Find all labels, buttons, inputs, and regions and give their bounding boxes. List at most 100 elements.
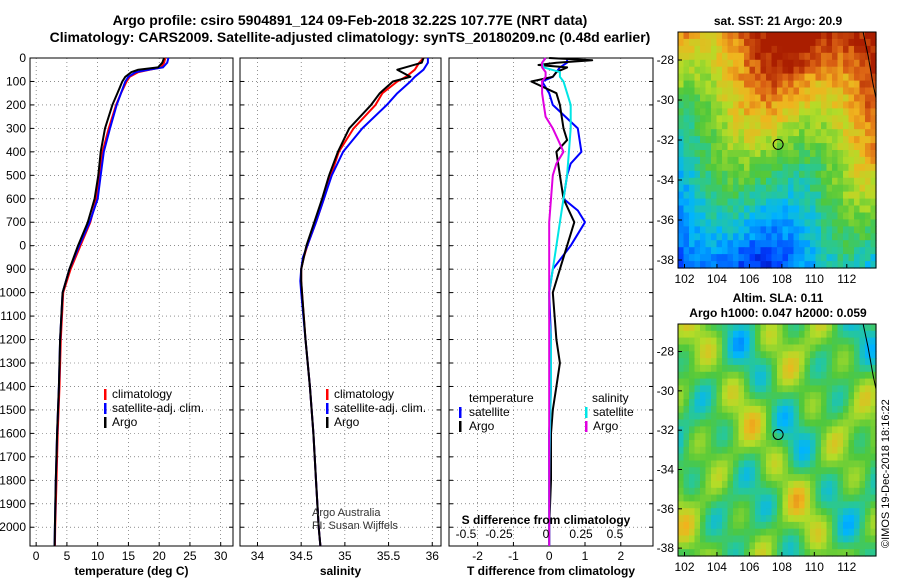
sla-map-cell [821, 453, 828, 461]
sla-map-cell [826, 521, 833, 530]
sst-map-cell [848, 45, 855, 54]
depth-tick-label: 1000 [0, 286, 26, 300]
sla-map-cell [777, 535, 784, 543]
sla-map-cell [865, 378, 872, 386]
sst-map-cell [870, 101, 877, 109]
sla-map-cell [722, 392, 729, 400]
sst-map-cell [760, 94, 767, 102]
sst-map-cell [799, 143, 806, 151]
sla-map-cell [854, 460, 861, 468]
sla-map-cell [689, 480, 696, 489]
sla-map-cell [815, 433, 822, 441]
sla-map-cell [848, 405, 855, 414]
sst-map-cell [716, 163, 723, 172]
sla-map-cell [826, 351, 833, 359]
sla-map-cell [766, 324, 773, 332]
sla-map-cell [749, 433, 756, 441]
sla-map-cell [705, 364, 712, 373]
sla-map-cell [821, 358, 828, 366]
sla-map-cell [716, 399, 723, 407]
sla-map-cell [689, 453, 696, 461]
sla-map-cell [689, 426, 696, 434]
sla-map-cell [733, 460, 740, 468]
sla-map-cell [843, 344, 850, 352]
sst-map-cell [777, 261, 784, 269]
sla-map-cell [804, 419, 811, 427]
sst-map-cell [854, 254, 861, 262]
sst-map-cell [766, 156, 773, 165]
sla-map-cell [683, 528, 690, 537]
sla-map-cell [865, 453, 872, 461]
sst-map-cell [749, 115, 756, 123]
sla-map-cell [700, 378, 707, 386]
sst-map-cell [848, 254, 855, 262]
sla-map-cell [711, 364, 718, 373]
sst-map-cell [694, 150, 701, 158]
sla-map-cell [700, 358, 707, 366]
sst-map-cell [810, 198, 817, 207]
sst-map-cell [815, 212, 822, 220]
sla-map-cell [810, 433, 817, 441]
sst-map-cell [815, 122, 822, 130]
sla-map-cell [793, 426, 800, 434]
sst-map-cell [810, 254, 817, 262]
sst-map-cell [722, 177, 729, 186]
sst-map-cell [782, 170, 789, 179]
sst-map-cell [738, 205, 745, 213]
sla-map-cell [865, 508, 872, 516]
sla-map-cell [837, 494, 844, 502]
sla-map-cell [760, 364, 767, 373]
sst-map-cell [744, 156, 751, 165]
sst-map-cell [678, 80, 685, 89]
sst-map-cell [755, 45, 762, 54]
sla-map-cell [683, 453, 690, 461]
sla-map-cell [848, 515, 855, 523]
sst-map-cell [843, 177, 850, 186]
sst-map-cell [777, 226, 784, 234]
sst-map-cell [782, 32, 789, 40]
sla-map-cell [793, 440, 800, 448]
sla-map-cell [727, 460, 734, 468]
sla-map-cell [793, 501, 800, 509]
sla-map-cell [782, 330, 789, 339]
sst-map-cell [782, 226, 789, 234]
diff-legend-label: Argo [469, 419, 495, 433]
sla-map-cell [700, 467, 707, 475]
sst-map-cell [694, 156, 701, 165]
sst-map-cell [854, 156, 861, 165]
sla-map-cell [749, 494, 756, 502]
sst-map-cell [804, 150, 811, 158]
sst-map-cell [771, 45, 778, 54]
sla-map-cell [716, 494, 723, 502]
sla-map-cell [727, 487, 734, 496]
sst-map-cell [848, 129, 855, 137]
sla-map-cell [727, 324, 734, 332]
sla-map-cell [870, 487, 877, 496]
sst-map-cell [760, 52, 767, 61]
sst-map-cell [755, 205, 762, 213]
sst-map-cell [859, 66, 866, 75]
sla-map-cell [711, 324, 718, 332]
sst-map-cell [771, 73, 778, 82]
sla-map-cell [716, 487, 723, 496]
sla-map-cell [760, 467, 767, 475]
sst-map-cell [689, 115, 696, 123]
sst-map-cell [815, 143, 822, 151]
sst-map-cell [815, 73, 822, 82]
sla-map-cell [733, 528, 740, 537]
sla-map-cell [788, 344, 795, 352]
sla-map-cell [766, 535, 773, 543]
sst-map-cell [678, 87, 685, 95]
sst-map-cell [865, 66, 872, 75]
sst-map-cell [733, 212, 740, 220]
sla-map-cell [733, 542, 740, 550]
sst-map-cell [689, 226, 696, 234]
sla-map-cell [771, 385, 778, 393]
sla-map-cell [777, 378, 784, 386]
sla-map-cell [788, 364, 795, 373]
sla-map-cell [832, 535, 839, 543]
sst-map-cell [755, 254, 762, 262]
sst-map-cell [810, 170, 817, 179]
sla-map-cell [777, 453, 784, 461]
sst-map-cell [832, 45, 839, 54]
